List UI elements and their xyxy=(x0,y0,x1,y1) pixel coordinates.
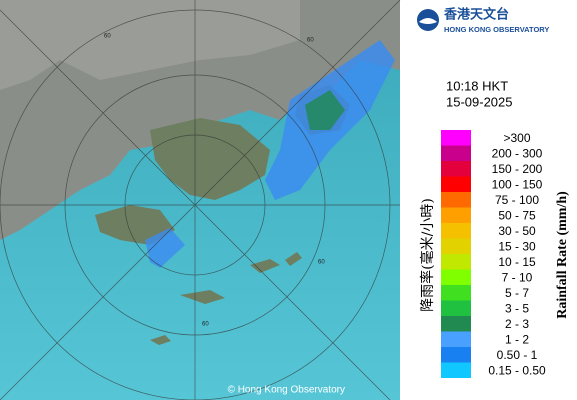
legend-label: 15 - 30 xyxy=(498,239,536,253)
legend-label: 50 - 75 xyxy=(498,208,536,222)
legend-swatch xyxy=(441,223,471,239)
legend-swatch xyxy=(441,347,471,363)
legend-swatch xyxy=(441,145,471,161)
legend-label: 100 - 150 xyxy=(492,177,543,191)
legend-label: >300 xyxy=(503,131,530,145)
legend-swatch xyxy=(441,161,471,177)
header-title-en: HONG KONG OBSERVATORY xyxy=(444,25,549,34)
map xyxy=(0,0,401,400)
legend-swatch xyxy=(441,316,471,332)
legend-swatch xyxy=(441,130,471,146)
ring-labels: 60 60 60 60 xyxy=(104,34,325,328)
legend-swatch xyxy=(441,238,471,254)
legend-label: 150 - 200 xyxy=(492,162,543,176)
legend-swatch xyxy=(441,192,471,208)
legend-label: 7 - 10 xyxy=(502,270,533,284)
legend-label: 10 - 15 xyxy=(498,255,536,269)
legend-label: 75 - 100 xyxy=(495,193,539,207)
legend-swatch xyxy=(441,285,471,301)
ring-label: 60 xyxy=(307,38,314,44)
date: 15-09-2025 xyxy=(446,94,513,109)
logo xyxy=(417,9,439,31)
legend-label: 30 - 50 xyxy=(498,224,536,238)
copyright: © Hong Kong Observatory xyxy=(228,385,345,396)
legend-swatch xyxy=(441,269,471,285)
legend-swatch xyxy=(441,254,471,270)
legend-label: 1 - 2 xyxy=(505,332,529,346)
legend-label: 5 - 7 xyxy=(505,286,529,300)
legend-swatch xyxy=(441,362,471,378)
legend-swatch xyxy=(441,207,471,223)
legend-title-zh: 降雨率(毫米/小時) xyxy=(419,198,436,312)
legend-swatch xyxy=(441,331,471,347)
ring-label: 60 xyxy=(104,34,111,40)
ring-label: 60 xyxy=(318,260,325,266)
legend-label: 200 - 300 xyxy=(492,146,543,160)
legend-swatch xyxy=(441,176,471,192)
legend-label: 3 - 5 xyxy=(505,301,529,315)
legend-label: 0.15 - 0.50 xyxy=(488,363,546,377)
legend-title-en: Rainfall Rate (mm/h) xyxy=(555,191,570,319)
time: 10:18 HKT xyxy=(446,78,508,93)
header-title-zh: 香港天文台 xyxy=(443,6,509,21)
legend-label: 0.50 - 1 xyxy=(497,348,538,362)
legend-swatch xyxy=(441,300,471,316)
ring-label: 60 xyxy=(202,322,209,328)
legend-label: 2 - 3 xyxy=(505,317,529,331)
